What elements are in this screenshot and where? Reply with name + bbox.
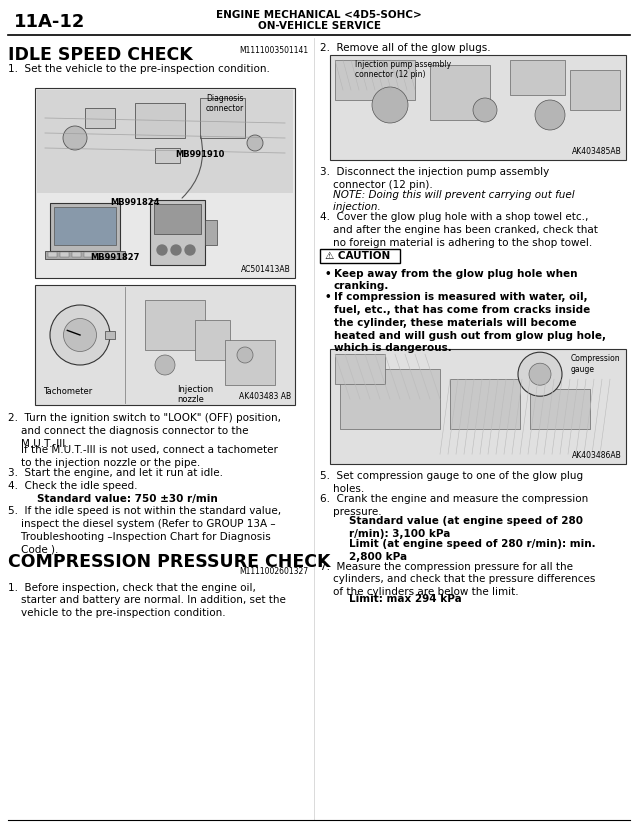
Text: 4.  Cover the glow plug hole with a shop towel etc.,
    and after the engine ha: 4. Cover the glow plug hole with a shop … bbox=[320, 212, 598, 248]
Text: ENGINE MECHANICAL <4D5-SOHC>: ENGINE MECHANICAL <4D5-SOHC> bbox=[216, 10, 422, 20]
Circle shape bbox=[535, 100, 565, 130]
Text: COMPRESSION PRESSURE CHECK: COMPRESSION PRESSURE CHECK bbox=[8, 553, 330, 571]
Text: 2.  Remove all of the glow plugs.: 2. Remove all of the glow plugs. bbox=[320, 43, 491, 53]
Circle shape bbox=[64, 319, 96, 352]
Circle shape bbox=[247, 135, 263, 151]
Bar bbox=[135, 103, 185, 138]
Text: 3.  Start the engine, and let it run at idle.: 3. Start the engine, and let it run at i… bbox=[8, 468, 223, 478]
Bar bbox=[150, 200, 205, 265]
Bar bbox=[72, 252, 81, 257]
Circle shape bbox=[237, 347, 253, 363]
Text: MB991827: MB991827 bbox=[90, 253, 139, 262]
Text: M1111002601327: M1111002601327 bbox=[239, 567, 308, 576]
Circle shape bbox=[529, 363, 551, 385]
Text: MB991824: MB991824 bbox=[110, 198, 160, 207]
Bar bbox=[570, 70, 620, 110]
Bar bbox=[335, 60, 415, 100]
Bar bbox=[320, 249, 400, 263]
Bar bbox=[330, 349, 626, 464]
Bar bbox=[200, 98, 245, 138]
Text: Injection pump assembly
connector (12 pin): Injection pump assembly connector (12 pi… bbox=[355, 60, 451, 79]
Text: Limit (at engine speed of 280 r/min): min.
        2,800 kPa: Limit (at engine speed of 280 r/min): mi… bbox=[320, 539, 596, 562]
Bar bbox=[195, 320, 230, 360]
Bar bbox=[335, 354, 385, 384]
Text: M1111003501141: M1111003501141 bbox=[239, 46, 308, 55]
Text: If compression is measured with water, oil,
fuel, etc., that has come from crack: If compression is measured with water, o… bbox=[334, 292, 606, 354]
Text: 2.  Turn the ignition switch to "LOOK" (OFF) position,
    and connect the diagn: 2. Turn the ignition switch to "LOOK" (O… bbox=[8, 413, 281, 449]
Bar bbox=[205, 220, 217, 245]
Text: IDLE SPEED CHECK: IDLE SPEED CHECK bbox=[8, 46, 193, 64]
Bar bbox=[54, 207, 116, 245]
Text: •: • bbox=[324, 292, 330, 302]
Text: 6.  Crank the engine and measure the compression
    pressure.: 6. Crank the engine and measure the comp… bbox=[320, 494, 588, 516]
Text: 7.  Measure the compression pressure for all the
    cylinders, and check that t: 7. Measure the compression pressure for … bbox=[320, 562, 595, 597]
Text: AK403486AB: AK403486AB bbox=[572, 451, 622, 460]
Text: Compression
gauge: Compression gauge bbox=[571, 354, 621, 373]
Circle shape bbox=[473, 98, 497, 122]
Circle shape bbox=[185, 245, 195, 255]
Bar bbox=[154, 204, 201, 234]
Text: 4.  Check the idle speed.: 4. Check the idle speed. bbox=[8, 481, 138, 491]
Bar bbox=[37, 90, 293, 192]
Bar bbox=[50, 203, 120, 251]
Text: Standard value (at engine speed of 280
        r/min): 3,100 kPa: Standard value (at engine speed of 280 r… bbox=[320, 516, 583, 539]
Circle shape bbox=[372, 87, 408, 123]
Text: 1.  Before inspection, check that the engine oil,
    starter and battery are no: 1. Before inspection, check that the eng… bbox=[8, 582, 286, 618]
Circle shape bbox=[155, 355, 175, 375]
Bar bbox=[530, 389, 590, 430]
Bar bbox=[85, 108, 115, 128]
Circle shape bbox=[171, 245, 181, 255]
Circle shape bbox=[518, 352, 562, 396]
Bar bbox=[84, 252, 93, 257]
Text: Limit: max 294 kPa: Limit: max 294 kPa bbox=[320, 594, 462, 604]
Bar bbox=[430, 65, 490, 120]
Bar bbox=[450, 379, 520, 430]
Text: ⚠ CAUTION: ⚠ CAUTION bbox=[325, 250, 390, 260]
Bar bbox=[108, 252, 117, 257]
Text: MB991910: MB991910 bbox=[175, 150, 225, 159]
Text: AK403483 AB: AK403483 AB bbox=[239, 392, 291, 401]
Text: ON-VEHICLE SERVICE: ON-VEHICLE SERVICE bbox=[258, 21, 380, 31]
Text: AC501413AB: AC501413AB bbox=[241, 265, 291, 274]
Text: NOTE: Doing this will prevent carrying out fuel
    injection.: NOTE: Doing this will prevent carrying o… bbox=[320, 190, 575, 212]
Text: 5.  If the idle speed is not within the standard value,
    inspect the diesel s: 5. If the idle speed is not within the s… bbox=[8, 506, 281, 555]
Text: 5.  Set compression gauge to one of the glow plug
    holes.: 5. Set compression gauge to one of the g… bbox=[320, 471, 583, 494]
Text: •: • bbox=[324, 268, 330, 278]
Text: 3.  Disconnect the injection pump assembly
    connector (12 pin).: 3. Disconnect the injection pump assembl… bbox=[320, 167, 549, 190]
Text: Standard value: 750 ±30 r/min: Standard value: 750 ±30 r/min bbox=[8, 494, 218, 504]
Bar bbox=[225, 340, 275, 385]
Bar bbox=[45, 251, 125, 259]
Bar bbox=[105, 331, 115, 339]
Text: If the M.U.T.-III is not used, connect a tachometer
    to the injection nozzle : If the M.U.T.-III is not used, connect a… bbox=[8, 445, 278, 468]
Bar bbox=[35, 285, 295, 405]
Bar bbox=[35, 88, 295, 278]
Bar bbox=[145, 300, 205, 350]
Text: Keep away from the glow plug hole when
cranking.: Keep away from the glow plug hole when c… bbox=[334, 268, 577, 292]
Circle shape bbox=[157, 245, 167, 255]
Text: Injection
nozzle: Injection nozzle bbox=[177, 385, 213, 405]
Bar bbox=[96, 252, 105, 257]
Bar bbox=[48, 252, 57, 257]
Text: 11A-12: 11A-12 bbox=[14, 13, 85, 31]
Bar bbox=[330, 55, 626, 160]
Bar bbox=[155, 148, 180, 163]
Circle shape bbox=[63, 126, 87, 150]
Bar bbox=[510, 60, 565, 95]
Text: 1.  Set the vehicle to the pre-inspection condition.: 1. Set the vehicle to the pre-inspection… bbox=[8, 64, 270, 74]
Circle shape bbox=[50, 305, 110, 365]
Text: Tachometer: Tachometer bbox=[43, 387, 93, 396]
Text: Diagnosis
connector: Diagnosis connector bbox=[206, 94, 244, 113]
Bar bbox=[60, 252, 69, 257]
Text: AK403485AB: AK403485AB bbox=[572, 147, 622, 156]
Bar bbox=[340, 369, 440, 430]
